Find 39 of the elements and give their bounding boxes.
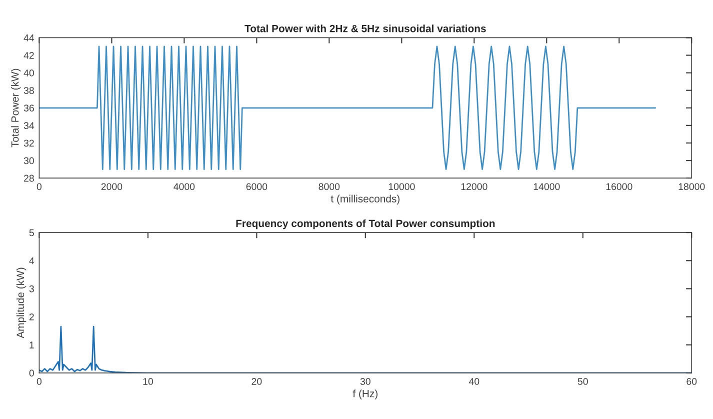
y-tick-label: 36	[24, 104, 34, 112]
y-tick-label: 30	[24, 157, 34, 164]
x-tick-label: 2000	[101, 183, 122, 190]
x-tick-label: 12000	[461, 183, 488, 190]
x-tick-label: 60	[686, 378, 697, 385]
y-tick-label: 42	[24, 52, 34, 59]
y-tick-label: 0	[29, 370, 34, 377]
x-tick-label: 10000	[388, 183, 415, 190]
y-axis-title: Amplitude (kW)	[16, 268, 26, 338]
x-tick-label: 0	[36, 378, 42, 385]
y-tick-label: 38	[24, 87, 34, 94]
chart-title: Frequency components of Total Power consumption	[236, 219, 495, 230]
x-tick-label: 8000	[318, 183, 340, 190]
y-tick-label: 2	[29, 314, 34, 320]
x-tick-label: 30	[360, 378, 370, 385]
x-tick-label: 18000	[678, 183, 705, 190]
x-tick-label: 50	[578, 378, 588, 385]
x-axis-title: t (milliseconds)	[330, 194, 400, 204]
y-tick-label: 28	[24, 174, 34, 182]
x-tick-label: 6000	[246, 183, 268, 190]
y-axis-title: Total Power (kW)	[11, 68, 21, 148]
y-tick-label: 44	[24, 34, 34, 42]
x-tick-label: 4000	[174, 183, 195, 190]
y-tick-label: 32	[24, 140, 34, 147]
x-tick-label: 40	[468, 378, 480, 385]
y-tick-label: 40	[24, 70, 34, 76]
y-tick-label: 3	[29, 285, 34, 292]
x-tick-label: 0	[36, 183, 42, 190]
x-tick-label: 14000	[534, 183, 560, 190]
y-tick-label: 1	[30, 342, 34, 348]
x-axis-title: f (Hz)	[352, 390, 378, 400]
y-tick-label: 34	[24, 122, 34, 130]
x-tick-label: 20	[252, 378, 262, 385]
y-tick-label: 5	[29, 229, 34, 236]
x-tick-label: 16000	[606, 183, 632, 190]
line-series	[39, 46, 656, 170]
x-tick-label: 10	[143, 378, 153, 385]
y-tick-label: 4	[29, 257, 34, 264]
chart-title: Total Power with 2Hz & 5Hz sinusoidal variations	[244, 24, 486, 32]
